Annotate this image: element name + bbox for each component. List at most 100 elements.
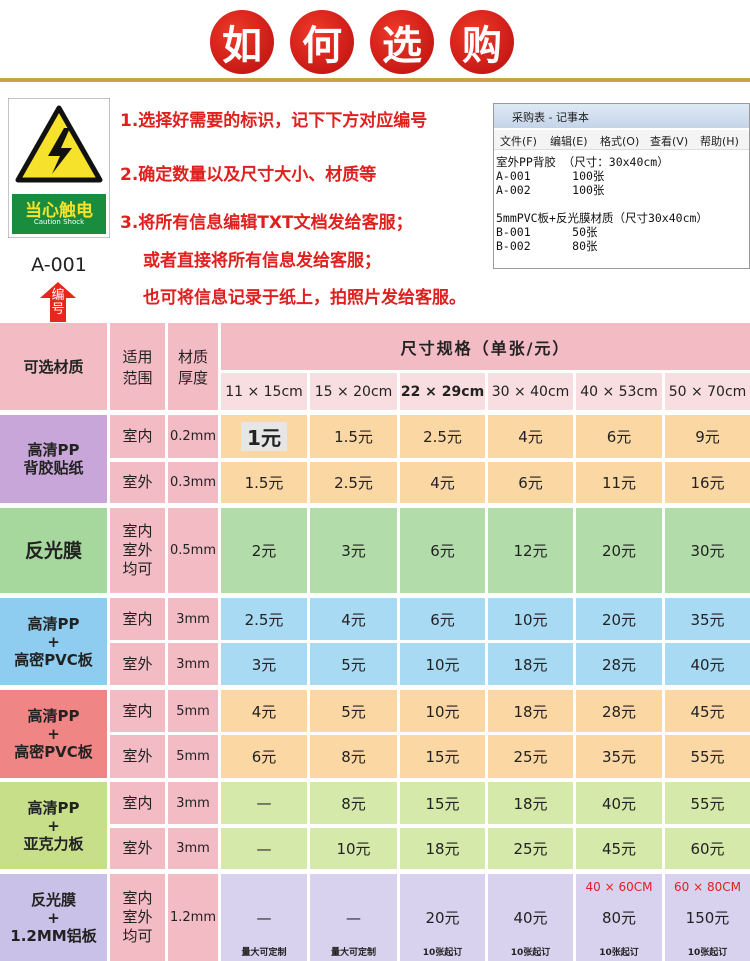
material: 高清PP 背胶贴纸 [0, 415, 107, 503]
price: 5元 [341, 702, 366, 721]
price: 1.5元 [334, 428, 373, 446]
price: 10元 [336, 840, 371, 858]
step: 1.选择好需要的标识，记下下方对应编号 [120, 111, 428, 131]
size-label: 15 × 20cm [310, 373, 397, 410]
price-cell: 18元 [488, 782, 573, 824]
price-cell: 2.5元 [400, 415, 485, 458]
price-cell: 40元 [576, 782, 662, 824]
header-size: 尺寸规格（单张/元） [221, 323, 750, 370]
price: 4元 [518, 428, 543, 446]
menu-item: 编辑(E) [550, 135, 588, 148]
price: 4元 [430, 474, 455, 492]
size-override: 40 × 60CM [585, 880, 653, 894]
material: 反光膜 [0, 508, 107, 593]
material-line: 1.2MM铝板 [10, 926, 97, 945]
scope: 室外 [110, 462, 165, 503]
price: 40元 [601, 794, 637, 813]
price-cell: 20元 [576, 598, 662, 640]
price: 6元 [430, 610, 455, 629]
header-scope-line: 适用 [122, 347, 153, 366]
material: 高清PP + 高密PVC板 [0, 598, 107, 685]
scope: 室内 [110, 782, 165, 824]
price-cell: 10元 [310, 828, 397, 869]
price-cell: 4元 [400, 462, 485, 503]
header-scope: 适用 范围 [110, 323, 165, 410]
step: 或者直接将所有信息发给客服； [143, 251, 381, 271]
price-cell: 18元 [488, 690, 573, 732]
size-override: 60 × 80CM [674, 880, 741, 894]
price-cell: — [221, 782, 307, 824]
price: 150元 [685, 909, 730, 927]
material-line: 高清PP [27, 614, 80, 633]
price-cell: 25元 [488, 735, 573, 778]
price: 4元 [341, 610, 366, 629]
price: 60元 [690, 840, 725, 858]
price-cell: 55元 [665, 735, 750, 778]
price-cell: 10元 [400, 690, 485, 732]
price-cell: — [221, 828, 307, 869]
price: 4元 [251, 702, 277, 721]
price: 35元 [601, 748, 637, 766]
price: 20元 [601, 610, 637, 629]
sign-label-en: Caution Shock [33, 218, 85, 226]
material-line: 背胶贴纸 [23, 459, 84, 477]
notepad-line: A-002 100张 [496, 183, 605, 197]
scope-line: 室内 [122, 889, 153, 907]
note: 量大可定制 [241, 948, 287, 958]
menu-item: 查看(V) [650, 135, 689, 148]
note: 10张起订 [422, 948, 463, 958]
price: 11元 [601, 474, 637, 492]
price-cell: 18元 [400, 828, 485, 869]
thickness: 0.2mm [168, 415, 218, 458]
price-cell: 3元 [310, 508, 397, 593]
thickness: 0.5mm [168, 508, 218, 593]
material: 反光膜 +1.2MM铝板 [0, 874, 107, 961]
scope-line: 均可 [122, 927, 153, 945]
header-material: 可选材质 [0, 323, 107, 410]
material-line: + [47, 632, 60, 651]
title-char: 购 [450, 10, 514, 74]
material-line: 高清PP [27, 441, 80, 459]
price-cell: 6元 [576, 415, 662, 458]
price: 2.5元 [244, 610, 284, 629]
price: — [256, 839, 272, 858]
header-scope-line: 范围 [122, 368, 153, 387]
price-cell: 18元 [488, 643, 573, 685]
menu-item: 帮助(H) [700, 135, 739, 148]
material-line: 高密PVC板 [14, 650, 93, 669]
scope-line: 均可 [122, 560, 153, 578]
price-cell: 25元 [488, 828, 573, 869]
scope: 室内 [110, 598, 165, 640]
price-cell: 80元 10张起订 40 × 60CM [576, 874, 662, 961]
price: 80元 [601, 909, 637, 927]
scope: 室内 [110, 690, 165, 732]
price-cell: 35元 [665, 598, 750, 640]
material-line: 反光膜 [30, 890, 76, 909]
price: 3元 [251, 655, 277, 674]
price: 35元 [690, 610, 725, 629]
scope-line: 室外 [122, 839, 153, 857]
price: 10元 [425, 702, 460, 721]
price: 15元 [425, 748, 460, 766]
price-cell: 1元 [221, 415, 307, 458]
price-cell: 8元 [310, 782, 397, 824]
price: — [256, 794, 272, 812]
price: 1元 [241, 422, 287, 451]
price: 55元 [690, 794, 725, 813]
scope-line: 室外 [122, 908, 153, 926]
price-cell: 2.5元 [310, 462, 397, 503]
price-cell: 15元 [400, 782, 485, 824]
menu-item: 格式(O) [600, 135, 640, 148]
price-cell: 20元 10张起订 [400, 874, 485, 961]
price: 15元 [425, 794, 460, 813]
price: 2.5元 [423, 428, 462, 446]
price-cell: 15元 [400, 735, 485, 778]
price-cell: 20元 [576, 508, 662, 593]
material-line: + [47, 725, 60, 743]
material-line: 反光膜 [24, 539, 82, 562]
price: 6元 [518, 474, 543, 492]
price: 28元 [601, 655, 637, 674]
price-cell: 1.5元 [221, 462, 307, 503]
price-cell: 45元 [665, 690, 750, 732]
